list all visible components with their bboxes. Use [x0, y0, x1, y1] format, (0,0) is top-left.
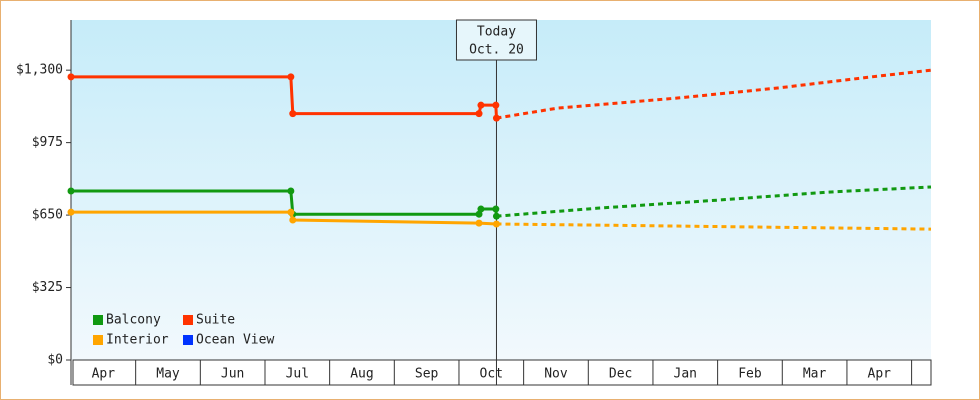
price-point	[289, 216, 297, 224]
x-tick-label: Mar	[803, 367, 827, 382]
x-tick-label: May	[156, 367, 180, 382]
price-point	[289, 110, 297, 118]
price-point	[475, 219, 483, 227]
legend-swatch	[183, 335, 193, 345]
y-tick-label: $0	[47, 353, 63, 368]
y-tick-label: $975	[32, 135, 63, 150]
x-tick-label: Apr	[868, 367, 892, 382]
y-tick-label: $325	[32, 280, 63, 295]
legend-label: Ocean View	[196, 333, 274, 348]
x-axis-box	[72, 359, 932, 386]
price-point	[475, 110, 483, 118]
price-point	[492, 114, 500, 122]
price-point	[477, 101, 485, 109]
price-point	[67, 187, 75, 195]
forecast-line	[496, 222, 932, 231]
x-tick-label: Dec	[609, 367, 632, 382]
today-label: Today	[477, 25, 516, 40]
price-point	[287, 208, 295, 216]
x-tick-label: Aug	[350, 367, 373, 382]
legend-label: Interior	[106, 333, 169, 348]
y-tick-label: $1,300	[16, 63, 63, 78]
price-point	[67, 73, 75, 81]
x-tick-label: Apr	[92, 367, 116, 382]
price-point	[492, 220, 500, 228]
price-point	[477, 205, 485, 213]
x-tick-label: Oct	[480, 367, 503, 382]
x-tick-label: Jun	[221, 367, 244, 382]
legend-label: Suite	[196, 313, 235, 328]
legend-swatch	[93, 335, 103, 345]
forecast-line	[496, 185, 932, 218]
y-tick-label: $650	[32, 208, 63, 223]
x-tick-label: Jul	[286, 367, 309, 382]
price-point	[492, 205, 500, 213]
x-tick-label: Nov	[544, 367, 568, 382]
price-point	[492, 101, 500, 109]
price-point	[287, 187, 295, 195]
legend-swatch	[183, 315, 193, 325]
today-box	[455, 19, 537, 61]
x-tick-label: Jan	[674, 367, 697, 382]
x-tick-label: Sep	[415, 367, 439, 382]
legend-label: Balcony	[106, 313, 161, 328]
today-date: Oct. 20	[469, 43, 524, 58]
price-point	[287, 73, 295, 81]
price-point	[492, 212, 500, 220]
legend-swatch	[93, 315, 103, 325]
x-tick-label: Feb	[738, 367, 762, 382]
price-point	[67, 208, 75, 216]
